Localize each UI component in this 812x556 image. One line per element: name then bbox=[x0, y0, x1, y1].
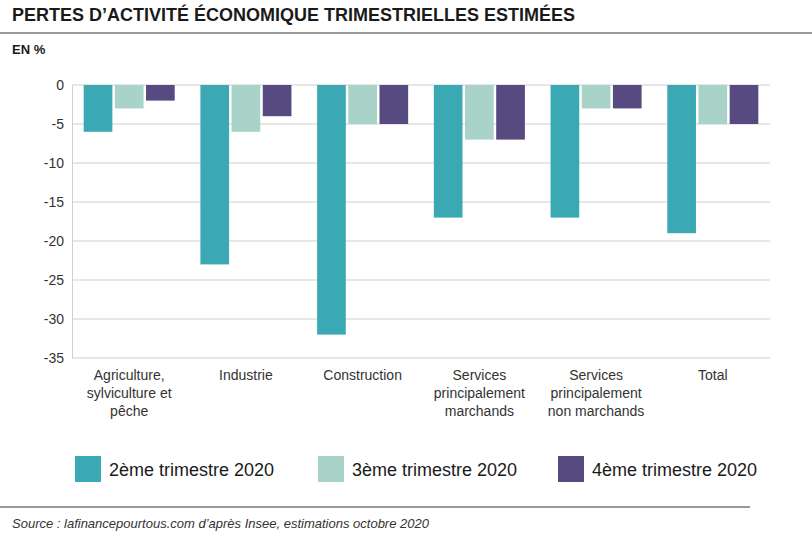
y-tick-label: -15 bbox=[44, 194, 64, 210]
y-axis: -35 -30 -25 -20 -15 -10 -5 0 bbox=[44, 77, 73, 366]
grid-line bbox=[72, 163, 770, 164]
legend-swatch bbox=[75, 456, 101, 482]
bar bbox=[730, 85, 759, 124]
x-tick-label-line: pêche bbox=[110, 403, 148, 419]
y-tick: -5 bbox=[52, 116, 72, 132]
x-tick-label-line: Total bbox=[698, 367, 728, 383]
y-tick: -10 bbox=[44, 155, 72, 171]
x-tick-label: Industrie bbox=[219, 367, 273, 383]
x-tick-label-line: principalement bbox=[551, 385, 642, 401]
y-tick: -30 bbox=[44, 311, 72, 327]
bar bbox=[379, 85, 408, 124]
bar bbox=[551, 85, 580, 218]
legend-swatch bbox=[318, 456, 344, 482]
x-tick-label-line: principalement bbox=[434, 385, 525, 401]
x-tick-label-line: sylviculture et bbox=[87, 385, 172, 401]
legend-label: 3ème trimestre 2020 bbox=[352, 460, 517, 480]
bar bbox=[348, 85, 377, 124]
y-tick-label: -35 bbox=[44, 350, 64, 366]
grid-line bbox=[72, 280, 770, 281]
bar bbox=[146, 85, 175, 101]
x-tick-label: Services principalement marchands bbox=[434, 367, 525, 419]
x-tick-label: Construction bbox=[323, 367, 402, 383]
y-tick: -35 bbox=[44, 350, 72, 366]
y-label: EN % bbox=[12, 42, 46, 57]
grid-line bbox=[72, 124, 770, 125]
x-tick-label-line: Services bbox=[453, 367, 507, 383]
source: Source : lafinancepourtous.com d’après I… bbox=[12, 516, 430, 531]
y-tick-label: 0 bbox=[56, 77, 64, 93]
x-tick-label: Services principalement non marchands bbox=[548, 367, 645, 419]
x-tick-label: Total bbox=[698, 367, 728, 383]
y-tick: -15 bbox=[44, 194, 72, 210]
grid-line bbox=[72, 241, 770, 242]
source-rule bbox=[0, 507, 750, 508]
bar bbox=[84, 85, 113, 132]
bar bbox=[465, 85, 494, 140]
x-tick-label-line: marchands bbox=[445, 403, 514, 419]
x-tick-label-line: Construction bbox=[323, 367, 402, 383]
x-tick-label-line: Agriculture, bbox=[94, 367, 165, 383]
y-tick-label: -5 bbox=[52, 116, 65, 132]
y-tick-label: -25 bbox=[44, 272, 64, 288]
series-bars bbox=[146, 85, 758, 140]
grid-line bbox=[72, 85, 770, 86]
bar bbox=[582, 85, 611, 108]
bar bbox=[667, 85, 696, 233]
legend-label: 4ème trimestre 2020 bbox=[592, 460, 757, 480]
y-tick: 0 bbox=[56, 77, 72, 93]
bar bbox=[263, 85, 292, 116]
grid-line bbox=[72, 202, 770, 203]
bars bbox=[84, 85, 759, 335]
bar bbox=[115, 85, 144, 108]
x-tick-label-line: Services bbox=[569, 367, 623, 383]
legend: 2ème trimestre 2020 3ème trimestre 2020 4è… bbox=[75, 456, 757, 482]
grid-line bbox=[72, 319, 770, 320]
grid-line bbox=[72, 358, 770, 359]
bar bbox=[496, 85, 525, 140]
y-tick: -25 bbox=[44, 272, 72, 288]
y-tick-label: -10 bbox=[44, 155, 64, 171]
title: PERTES D’ACTIVITÉ ÉCONOMIQUE TRIMESTRIEL… bbox=[12, 4, 575, 25]
y-axis-line bbox=[72, 86, 73, 359]
series-bars bbox=[115, 85, 727, 140]
y-tick-label: -30 bbox=[44, 311, 64, 327]
bar bbox=[232, 85, 261, 132]
x-tick-label: Agriculture, sylviculture et pêche bbox=[87, 367, 172, 419]
bar bbox=[200, 85, 229, 264]
chart: PERTES D’ACTIVITÉ ÉCONOMIQUE TRIMESTRIEL… bbox=[0, 0, 812, 556]
legend-label: 2ème trimestre 2020 bbox=[109, 460, 274, 480]
grid bbox=[72, 85, 770, 358]
legend-swatch bbox=[558, 456, 584, 482]
y-tick-label: -20 bbox=[44, 233, 64, 249]
x-axis: Agriculture, sylviculture et pêche Industri… bbox=[87, 367, 728, 419]
title-rule bbox=[0, 33, 812, 34]
bar bbox=[317, 85, 346, 335]
bar bbox=[434, 85, 463, 218]
x-tick-label-line: Industrie bbox=[219, 367, 273, 383]
bar bbox=[613, 85, 642, 108]
x-tick-label-line: non marchands bbox=[548, 403, 645, 419]
bar bbox=[698, 85, 727, 124]
y-tick: -20 bbox=[44, 233, 72, 249]
series-bars bbox=[84, 85, 696, 335]
